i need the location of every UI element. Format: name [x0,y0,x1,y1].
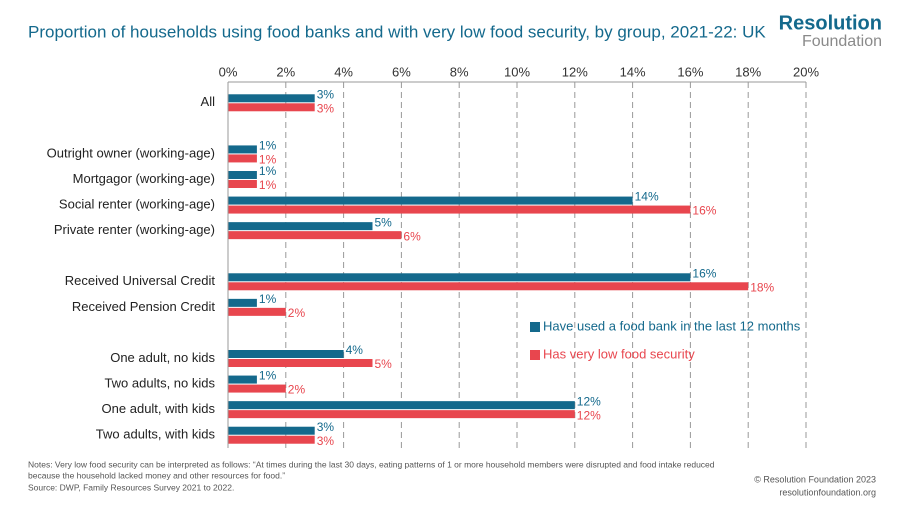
value-label: 3% [317,101,335,115]
y-tick-label: Two adults, no kids [104,376,215,391]
value-label: 3% [317,434,335,448]
value-label: 1% [259,369,277,383]
value-label: 1% [259,153,277,167]
value-label: 5% [375,215,393,229]
y-tick-label: Received Universal Credit [65,273,216,288]
y-tick-label: Private renter (working-age) [54,222,215,237]
value-label: 4% [346,343,364,357]
y-tick-label: All [201,94,216,109]
bar [228,171,257,179]
bar [228,94,315,103]
value-label: 14% [635,190,659,204]
legend-label: Has very low food security [543,346,695,361]
x-tick-label: 8% [450,64,469,79]
x-tick-label: 2% [276,64,295,79]
bar [228,196,633,205]
y-tick-label: Received Pension Credit [72,299,215,314]
y-tick-label: One adult, no kids [110,350,215,365]
value-label: 12% [577,394,601,408]
bar [228,145,257,154]
y-tick-label: Mortgagor (working-age) [73,171,215,186]
value-label: 6% [403,229,421,243]
value-label: 1% [259,164,277,178]
value-label: 2% [288,383,306,397]
bar [228,410,575,419]
value-label: 3% [317,420,335,434]
bar [228,426,315,435]
bar [228,273,691,282]
x-tick-label: 16% [677,64,703,79]
bar [228,222,373,231]
y-tick-label: Two adults, with kids [96,427,216,442]
y-tick-label: One adult, with kids [102,401,216,416]
credit: © Resolution Foundation 2023 [754,474,876,484]
bar [228,359,373,367]
brand: Foundation [802,33,882,50]
bar [228,375,257,384]
bar [228,180,257,188]
x-tick-label: 10% [504,64,530,79]
y-tick-label: Social renter (working-age) [59,197,215,212]
legend-label: Have used a food bank in the last 12 mon… [543,318,801,333]
credit: resolutionfoundation.org [779,487,876,497]
chart-title: Proportion of households using food bank… [28,22,766,41]
x-tick-label: 14% [620,64,646,79]
y-tick-label: Outright owner (working-age) [47,145,215,160]
legend-swatch [530,350,540,360]
bar [228,435,315,444]
x-tick-label: 18% [735,64,761,79]
value-label: 1% [259,139,277,153]
value-label: 2% [288,306,306,320]
source: Source: DWP, Family Resources Survey 202… [28,482,234,492]
brand: Resolution [779,12,882,34]
value-label: 5% [375,357,393,371]
bar [228,401,575,410]
bar [228,231,402,240]
bar [228,103,315,112]
note: because the household lacked money and o… [28,470,285,480]
value-label: 16% [692,204,716,218]
bar [228,154,257,163]
bar [228,350,344,358]
legend-swatch [530,322,540,332]
value-label: 3% [317,87,335,101]
x-tick-label: 4% [334,64,353,79]
bar [228,384,286,393]
bar [228,307,286,316]
x-tick-label: 12% [562,64,588,79]
x-tick-label: 20% [793,64,819,79]
bar [228,205,691,214]
value-label: 12% [577,408,601,422]
note: Notes: Very low food security can be int… [28,459,715,469]
x-tick-label: 0% [219,64,238,79]
value-label: 16% [692,266,716,280]
value-label: 1% [259,178,277,192]
value-label: 1% [259,292,277,306]
value-label: 18% [750,280,774,294]
bar [228,282,749,291]
bar [228,298,257,307]
x-tick-label: 6% [392,64,411,79]
